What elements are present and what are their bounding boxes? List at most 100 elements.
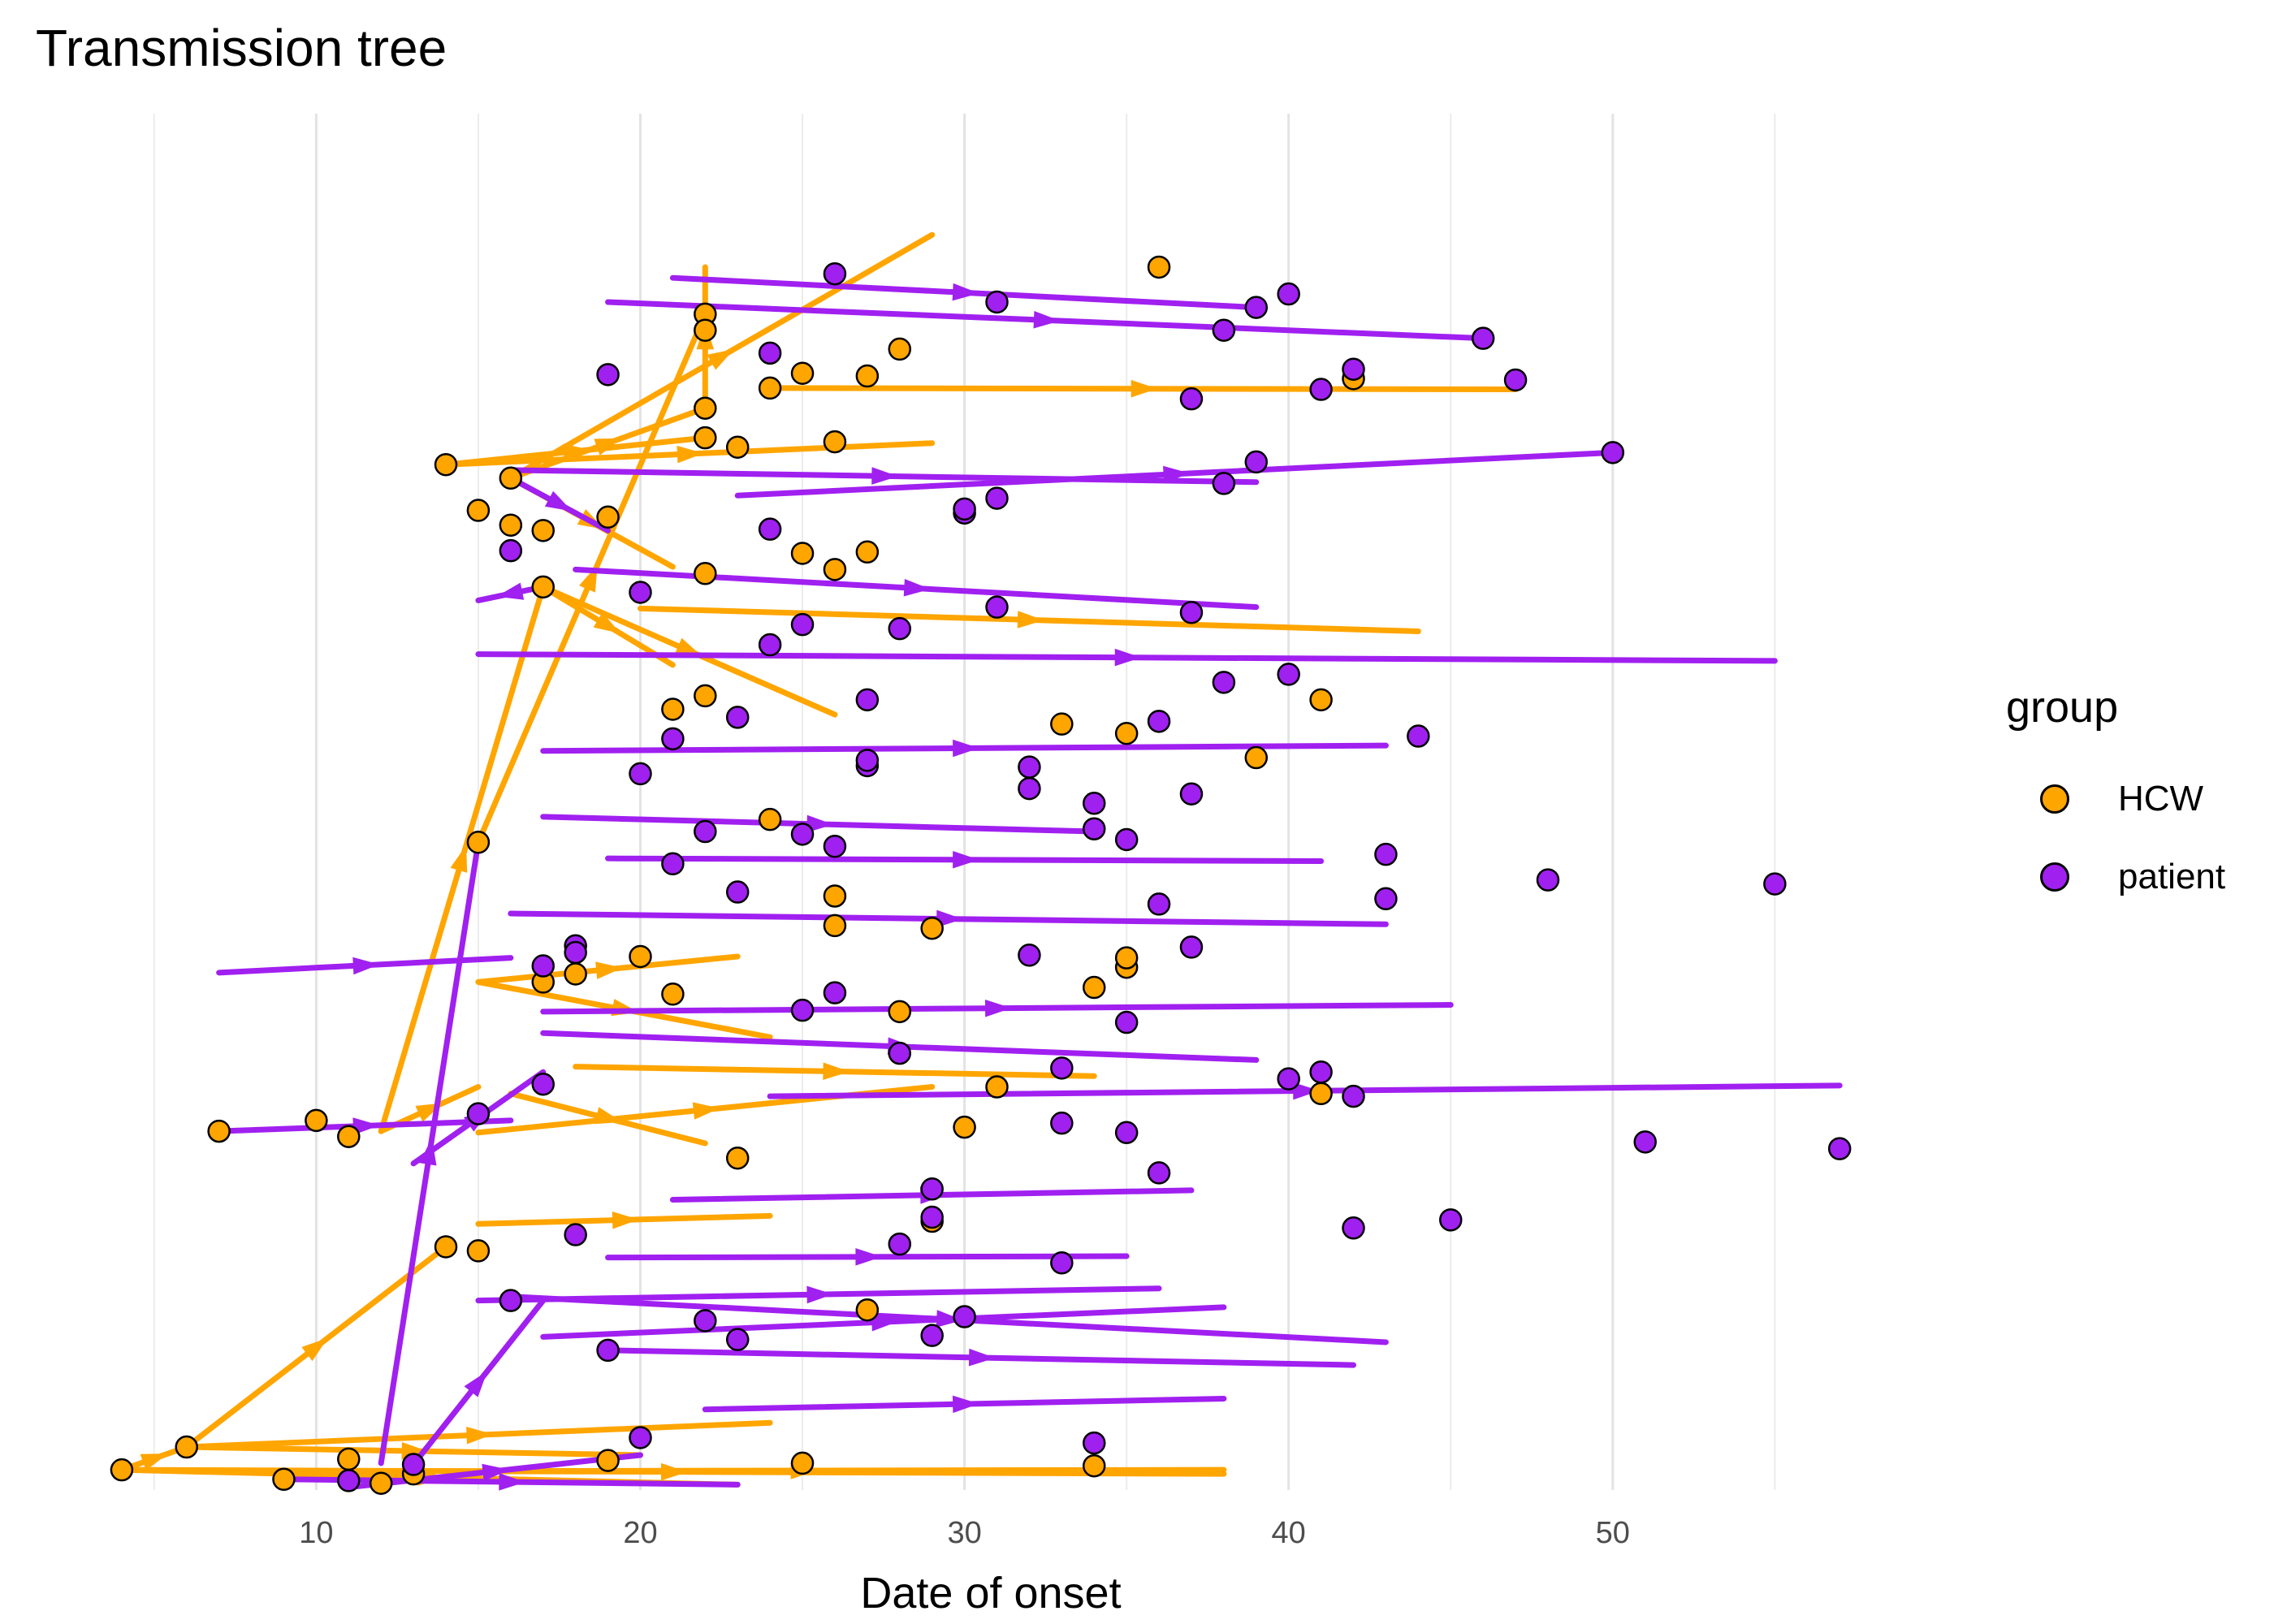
edge-arrow	[953, 850, 979, 869]
case-point-hcw	[694, 318, 717, 342]
case-point-hcw	[499, 466, 523, 490]
case-point-patient	[629, 581, 652, 604]
case-point-hcw	[694, 684, 717, 708]
case-point-patient	[1018, 776, 1041, 801]
chart-title: Transmission tree	[36, 19, 447, 77]
case-point-patient	[920, 1205, 944, 1229]
case-point-patient	[661, 852, 685, 876]
edge-arrow	[1114, 648, 1142, 667]
case-point-patient	[985, 595, 1009, 619]
case-point-hcw	[466, 1239, 491, 1263]
edge-arrow	[612, 1211, 639, 1229]
edge-arrow	[692, 1102, 720, 1120]
edge-arrow	[464, 1371, 488, 1397]
edge-arrow	[968, 1348, 996, 1367]
case-point-patient	[1082, 1431, 1106, 1455]
case-point-hcw	[953, 1115, 976, 1139]
edge-arrow	[301, 1337, 328, 1362]
case-point-patient	[1114, 827, 1139, 852]
case-point-hcw	[596, 505, 620, 529]
case-point-patient	[564, 1223, 587, 1246]
case-point-patient	[1179, 601, 1204, 624]
case-point-hcw	[823, 914, 847, 938]
case-point-hcw	[596, 1449, 620, 1472]
edge-arrow	[1033, 310, 1061, 329]
edge-arrow	[1163, 465, 1190, 484]
case-point-patient	[953, 1305, 976, 1328]
case-point-hcw	[790, 361, 815, 385]
case-point-patient	[499, 1289, 523, 1312]
case-point-hcw	[855, 540, 880, 564]
edge-arrow	[352, 1117, 380, 1135]
case-point-hcw	[694, 425, 717, 450]
case-point-patient	[920, 1177, 944, 1201]
edge-arrow	[953, 739, 979, 758]
case-point-patient	[1601, 441, 1625, 464]
case-point-patient	[1277, 282, 1300, 306]
case-point-hcw	[823, 884, 847, 908]
case-point-hcw	[499, 513, 523, 537]
case-point-patient	[855, 688, 880, 712]
legend-item-hcw: HCW	[2006, 760, 2225, 838]
case-point-patient	[1309, 378, 1333, 401]
case-point-patient	[466, 1102, 491, 1125]
case-point-patient	[564, 940, 587, 965]
case-point-hcw	[855, 1298, 880, 1322]
edge-arrow	[806, 814, 833, 833]
case-point-patient	[1439, 1208, 1463, 1232]
case-point-patient	[596, 363, 620, 387]
edge-arrow	[496, 582, 525, 600]
case-point-hcw	[1050, 712, 1074, 736]
legend-label-patient: patient	[2118, 857, 2226, 896]
case-point-patient	[1763, 872, 1787, 896]
case-point-hcw	[725, 1146, 750, 1170]
case-point-patient	[758, 633, 782, 657]
case-point-patient	[790, 998, 815, 1022]
case-point-hcw	[531, 575, 555, 599]
case-point-hcw	[207, 1119, 231, 1143]
case-point-hcw	[1147, 255, 1171, 279]
case-point-hcw	[1114, 721, 1139, 745]
edge-arrow	[952, 1395, 979, 1414]
edge-arrow	[595, 961, 623, 979]
case-point-patient	[888, 616, 912, 641]
case-point-hcw	[1244, 745, 1269, 770]
case-point-patient	[401, 1453, 426, 1476]
edge-arrow	[871, 1313, 898, 1332]
case-point-hcw	[531, 519, 555, 542]
case-point-hcw	[629, 944, 652, 969]
edge-arrow	[985, 1000, 1012, 1017]
edge-arrow	[593, 612, 620, 634]
case-point-hcw	[305, 1108, 328, 1133]
edge-arrow	[677, 445, 704, 464]
case-point-patient	[1374, 842, 1398, 866]
case-point-hcw	[694, 396, 717, 420]
case-point-patient	[661, 727, 685, 751]
case-point-patient	[823, 981, 847, 1004]
case-point-patient	[823, 261, 847, 286]
case-point-patient	[1018, 944, 1041, 967]
case-point-hcw	[466, 499, 491, 522]
case-point-patient	[1050, 1056, 1074, 1080]
case-point-hcw	[790, 542, 815, 565]
case-point-patient	[337, 1469, 361, 1492]
case-point-patient	[1114, 1121, 1139, 1145]
case-points	[110, 255, 1852, 1495]
edge-arrow	[1293, 1082, 1320, 1100]
case-point-hcw	[272, 1467, 296, 1492]
case-point-hcw	[434, 1235, 458, 1259]
edge-arrow	[871, 467, 898, 485]
edge-arrow	[707, 349, 734, 370]
case-point-hcw	[175, 1435, 198, 1459]
case-point-patient	[758, 341, 782, 365]
case-point-patient	[1342, 357, 1365, 381]
edge-arrow	[563, 443, 590, 461]
transmission-edges	[119, 231, 1843, 1491]
case-point-patient	[1342, 1216, 1365, 1240]
case-point-patient	[629, 1426, 652, 1449]
edge-arrow	[1017, 611, 1044, 628]
case-point-patient	[920, 1324, 944, 1347]
edge-arrow	[140, 1453, 168, 1471]
case-point-hcw	[823, 430, 847, 454]
case-point-patient	[725, 706, 750, 729]
